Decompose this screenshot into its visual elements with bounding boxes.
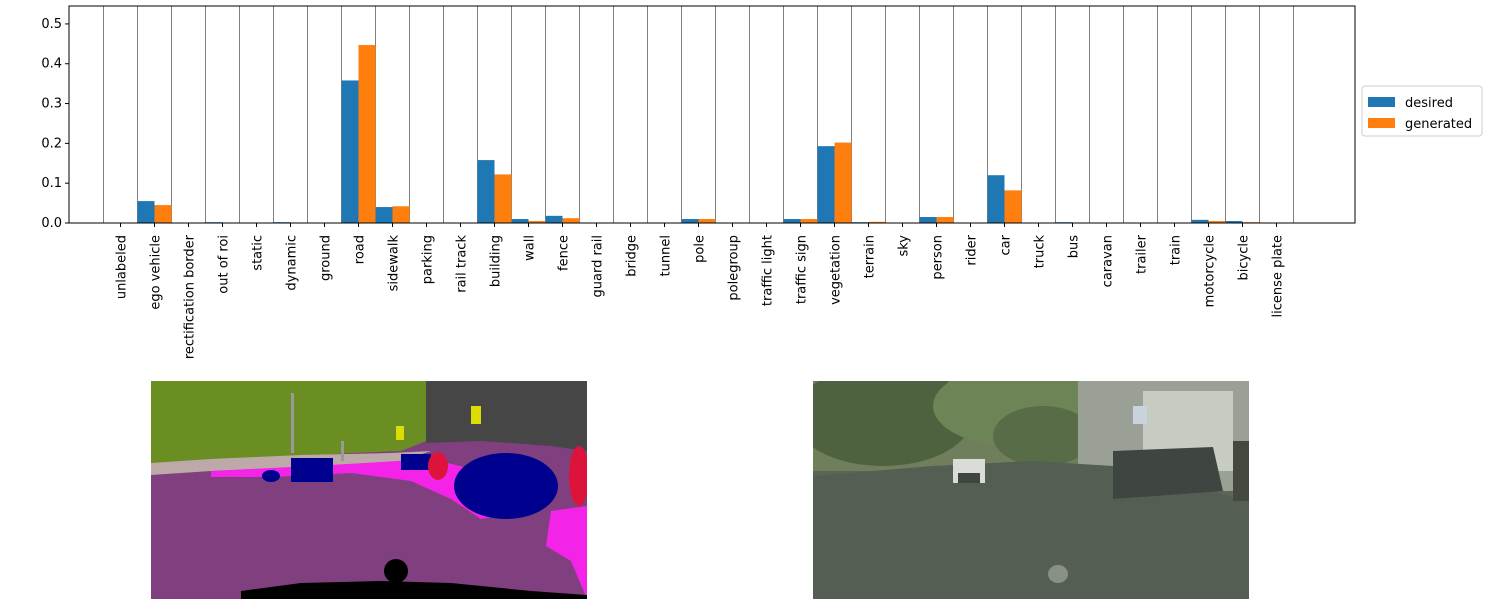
bar-desired (783, 219, 801, 223)
bar-desired (987, 175, 1005, 223)
x-tick-label: rectification border (183, 234, 198, 359)
axes-frame (68, 5, 1356, 224)
bar-generated (868, 221, 886, 223)
x-tick-label: truck (1033, 235, 1048, 269)
y-tick-label: 0.5 (41, 17, 62, 32)
bar-desired (137, 201, 155, 223)
bar-desired (1191, 219, 1209, 223)
legend-swatch-desired (1368, 97, 1395, 107)
x-tick-label: sidewalk (387, 235, 402, 292)
x-tick-label: building (489, 235, 504, 287)
x-tick-label: guard rail (591, 235, 606, 298)
bar-generated (494, 174, 512, 223)
x-tick-label: unlabeled (115, 235, 130, 299)
bar-generated (392, 206, 410, 223)
x-tick-label: rail track (455, 235, 470, 293)
x-tick-label: sky (897, 235, 912, 257)
bar-desired (1225, 221, 1243, 223)
plot-area (69, 6, 1355, 223)
generated-photo-image (813, 381, 1249, 599)
y-tick-label: 0.2 (41, 136, 62, 151)
x-tick-label: license plate (1271, 235, 1286, 317)
x-tick-label: rider (965, 234, 980, 265)
x-tick-label: road (353, 235, 368, 264)
bar-desired (681, 219, 699, 223)
x-tick-label: bridge (625, 235, 640, 277)
legend-label-generated: generated (1405, 117, 1472, 132)
x-tick-label: polegroup (727, 235, 742, 301)
bar-desired (341, 80, 359, 223)
x-tick-label: traffic light (761, 235, 776, 306)
bar-desired (817, 146, 835, 223)
x-tick-label: train (1169, 235, 1184, 265)
legend-label-desired: desired (1405, 96, 1453, 111)
x-tick-label: motorcycle (1203, 235, 1218, 307)
legend-swatch-generated (1368, 118, 1395, 128)
x-tick-label: caravan (1101, 235, 1116, 287)
bar-generated (528, 221, 546, 223)
bar-desired (375, 207, 393, 223)
bar-generated (154, 205, 172, 223)
bar-desired (511, 219, 529, 223)
x-tick-label: ego vehicle (149, 235, 164, 310)
x-tick-label: wall (523, 235, 538, 261)
bar-desired (545, 215, 563, 223)
x-tick-label: trailer (1135, 234, 1150, 274)
bar-generated (562, 218, 580, 223)
x-tick-label: bicycle (1237, 235, 1252, 280)
y-tick-label: 0.1 (41, 176, 62, 191)
x-tick-label: dynamic (285, 235, 300, 291)
x-tick-label: fence (557, 235, 572, 271)
x-tick-label: traffic sign (795, 235, 810, 304)
x-tick-label: static (251, 235, 266, 271)
bar-desired (477, 160, 495, 223)
x-tick-label: car (999, 234, 1014, 255)
bar-generated (834, 142, 852, 223)
bar-generated (698, 219, 716, 223)
bar-generated (800, 219, 818, 223)
bar-generated (1208, 221, 1226, 223)
bar-chart: 0.0 0.1 0.2 0.3 0.4 0.5 unlabeled ego vehicle re… (41, 5, 1483, 359)
x-tick-label: bus (1067, 235, 1082, 258)
bar-generated (936, 217, 954, 223)
x-tick-label: ground (319, 235, 334, 281)
bar-generated (358, 45, 376, 223)
x-tick-label: person (931, 235, 946, 280)
x-tick-label: parking (421, 235, 436, 284)
x-tick-label: terrain (863, 235, 878, 278)
x-tick-label: pole (693, 235, 708, 263)
segmentation-map-image (151, 381, 587, 599)
y-tick-label: 0.4 (41, 57, 62, 72)
y-tick-label: 0.0 (41, 216, 62, 231)
bar-desired (919, 217, 937, 223)
x-tick-label: vegetation (829, 235, 844, 305)
x-tick-label: out of roi (217, 235, 232, 294)
x-tick-label: tunnel (659, 235, 674, 276)
bar-generated (1004, 190, 1022, 223)
y-tick-label: 0.3 (41, 97, 62, 112)
